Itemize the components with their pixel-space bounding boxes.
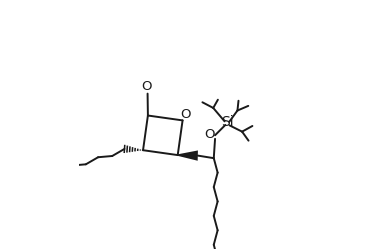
Polygon shape [178, 150, 198, 161]
Text: O: O [204, 128, 214, 141]
Text: Si: Si [221, 115, 234, 129]
Text: O: O [141, 80, 152, 93]
Text: O: O [180, 108, 190, 121]
